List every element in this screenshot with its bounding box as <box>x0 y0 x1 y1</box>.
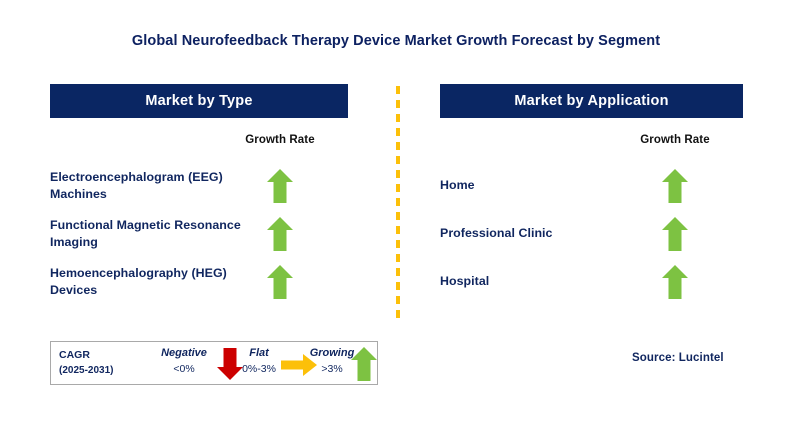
vertical-dashed-divider <box>396 86 400 324</box>
legend-item-flat: Flat 0%-3% <box>226 346 292 377</box>
arrow-right-icon <box>281 354 317 376</box>
list-item: Home <box>440 162 743 210</box>
arrow-up-icon <box>267 217 293 251</box>
panel-header-market-by-application: Market by Application <box>440 84 743 118</box>
panel-header-market-by-type: Market by Type <box>50 84 348 118</box>
growth-indicator <box>220 162 340 210</box>
list-item-label: Hospital <box>440 274 490 289</box>
list-item-label: Professional Clinic <box>440 226 553 241</box>
rows-market-by-application: Home Professional Clinic Hospital <box>440 162 743 306</box>
legend-item-negative: Negative <0% <box>151 346 217 377</box>
legend-box: CAGR (2025-2031) Negative <0% Flat 0%-3% <box>50 341 378 385</box>
legend-cagr-label: CAGR <box>59 349 90 361</box>
growth-indicator <box>615 162 735 210</box>
source-attribution: Source: Lucintel <box>632 352 724 364</box>
panel-market-by-application: Market by Application Growth Rate Home P… <box>440 84 743 299</box>
legend-arrow-flat <box>279 354 319 376</box>
legend-item-value: 0%-3% <box>242 362 276 375</box>
legend-arrow-growing <box>351 347 377 381</box>
growth-rate-label-right: Growth Rate <box>640 134 710 146</box>
growth-indicator <box>220 210 340 258</box>
legend-cagr: CAGR (2025-2031) <box>59 347 151 379</box>
arrow-down-icon <box>217 348 243 380</box>
legend-item-value: >3% <box>321 362 343 375</box>
legend-item-name: Growing <box>309 347 355 359</box>
growth-indicator <box>220 258 340 306</box>
arrow-up-icon <box>662 169 688 203</box>
list-item: Hospital <box>440 258 743 306</box>
list-item-label: Electroencephalogram (EEG) Machines <box>50 169 223 201</box>
arrow-up-icon <box>662 265 688 299</box>
legend-arrow-negative <box>217 347 243 381</box>
list-item: Functional Magnetic Resonance Imaging <box>50 210 348 258</box>
legend-item-name: Flat <box>249 347 269 359</box>
arrow-up-icon <box>267 265 293 299</box>
growth-indicator <box>615 210 735 258</box>
legend-item-value: <0% <box>173 362 195 375</box>
arrow-up-icon <box>351 347 377 381</box>
panel-market-by-type: Market by Type Growth Rate Electroenceph… <box>50 84 348 299</box>
arrow-up-icon <box>267 169 293 203</box>
legend-item-name: Negative <box>161 347 207 359</box>
list-item-label: Home <box>440 178 475 193</box>
legend-item-growing: Growing >3% <box>299 346 365 377</box>
list-item: Electroencephalogram (EEG) Machines <box>50 162 348 210</box>
list-item: Hemoencephalography (HEG) Devices <box>50 258 348 306</box>
growth-indicator <box>615 258 735 306</box>
arrow-up-icon <box>662 217 688 251</box>
rows-market-by-type: Electroencephalogram (EEG) Machines Func… <box>50 162 348 306</box>
page-title: Global Neurofeedback Therapy Device Mark… <box>131 33 661 49</box>
list-item-label: Functional Magnetic Resonance Imaging <box>50 217 241 249</box>
growth-rate-label-left: Growth Rate <box>245 134 315 146</box>
list-item: Professional Clinic <box>440 210 743 258</box>
legend-cagr-years: (2025-2031) <box>59 365 114 377</box>
list-item-label: Hemoencephalography (HEG) Devices <box>50 265 227 297</box>
